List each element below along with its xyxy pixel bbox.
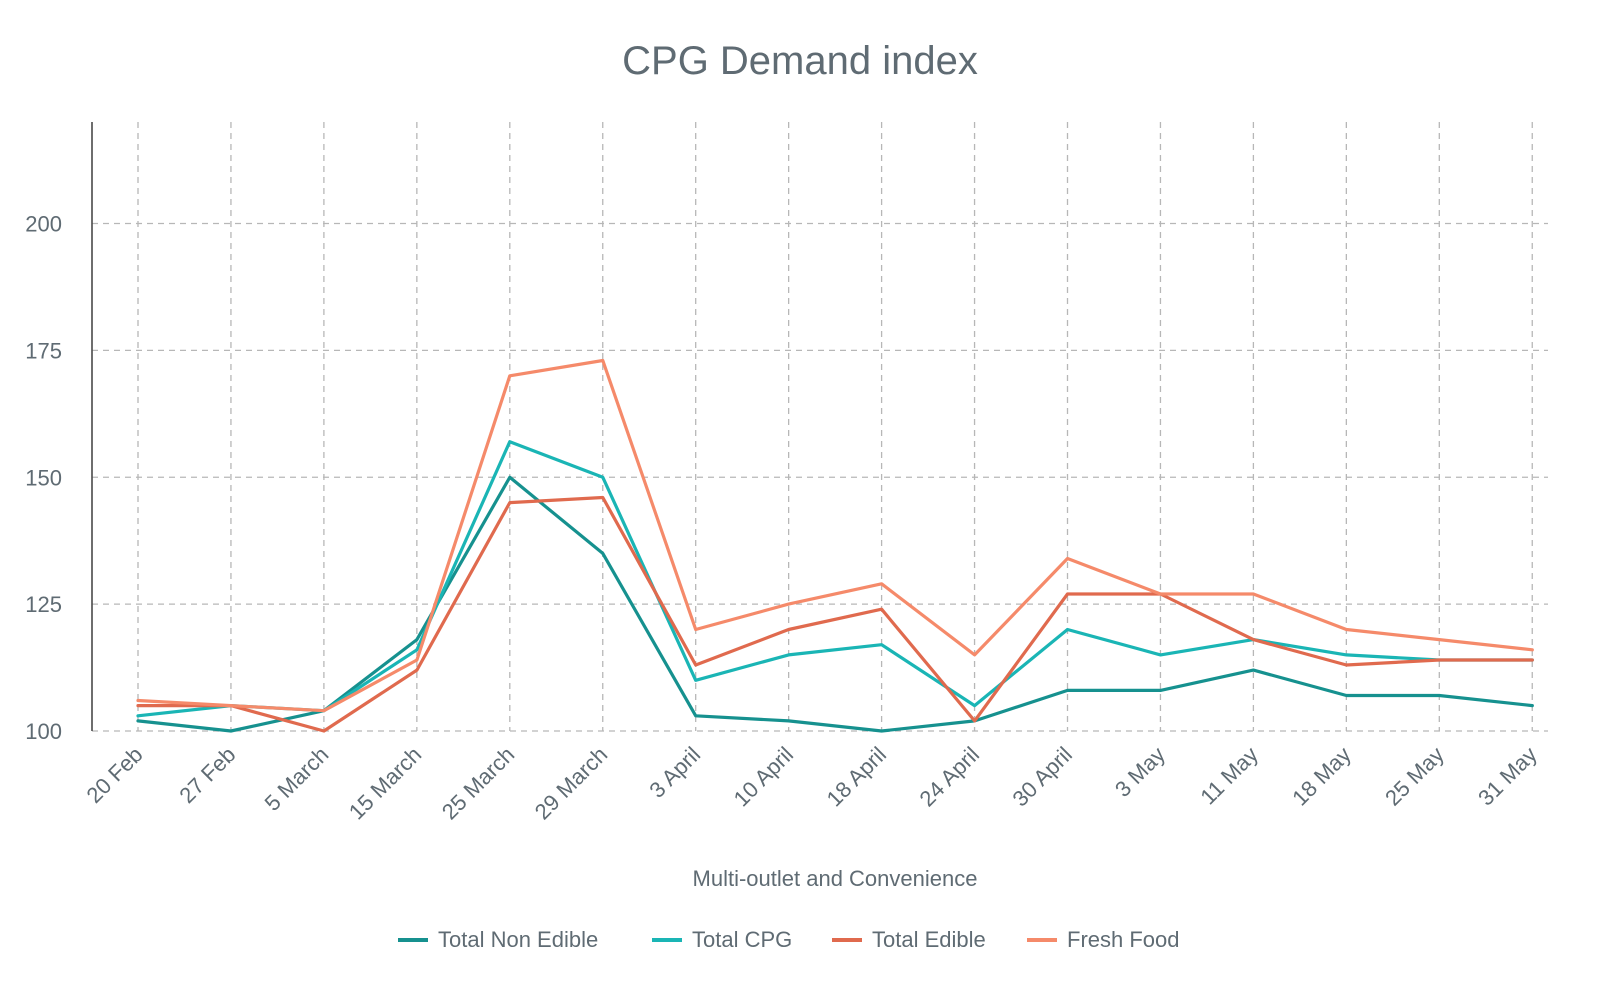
y-tick-labels: 100 125 150 175 200 (25, 212, 62, 745)
series-line-fresh-food (136, 358, 1534, 713)
series-line-total-cpg (136, 440, 1534, 718)
x-tick-label: 18 May (1287, 742, 1356, 811)
x-tick-label: 25 May (1380, 742, 1449, 811)
x-tick-label: 25 March (437, 742, 520, 825)
x-tick-label: 5 March (260, 742, 334, 816)
y-tick-label: 100 (25, 719, 62, 744)
x-tick-labels: 20 Feb 27 Feb 5 March 15 March 25 March 29 Ma… (81, 742, 1541, 825)
legend-label: Fresh Food (1067, 927, 1180, 952)
legend-label: Total Non Edible (438, 927, 598, 952)
x-axis-label: Multi-outlet and Convenience (693, 866, 978, 891)
series-line-total-edible (136, 495, 1534, 733)
series-line-total-non-edible (136, 475, 1534, 733)
x-tick-label: 18 April (822, 742, 892, 812)
x-tick-label: 10 April (729, 742, 799, 812)
x-tick-label: 3 May (1110, 742, 1170, 802)
legend-label: Total CPG (692, 927, 792, 952)
y-tick-label: 125 (25, 592, 62, 617)
legend: Total Non Edible Total CPG Total Edible Fre… (398, 927, 1180, 952)
x-tick-label: 3 April (644, 742, 705, 803)
x-tick-label: 11 May (1195, 742, 1263, 810)
x-tick-label: 24 April (915, 742, 985, 812)
x-tick-label: 27 Feb (174, 742, 240, 808)
y-tick-label: 150 (25, 465, 62, 490)
y-tick-label: 175 (25, 338, 62, 363)
x-tick-label: 31 May (1473, 742, 1542, 811)
chart-title: CPG Demand index (622, 39, 978, 83)
x-tick-label: 15 March (344, 742, 427, 825)
x-tick-label: 30 April (1007, 742, 1077, 812)
x-tick-label: 20 Feb (81, 742, 147, 808)
series-layer (136, 358, 1534, 733)
y-tick-label: 200 (25, 212, 62, 237)
x-tick-label: 29 March (530, 742, 613, 825)
legend-label: Total Edible (872, 927, 986, 952)
grid-layer (92, 122, 1548, 732)
